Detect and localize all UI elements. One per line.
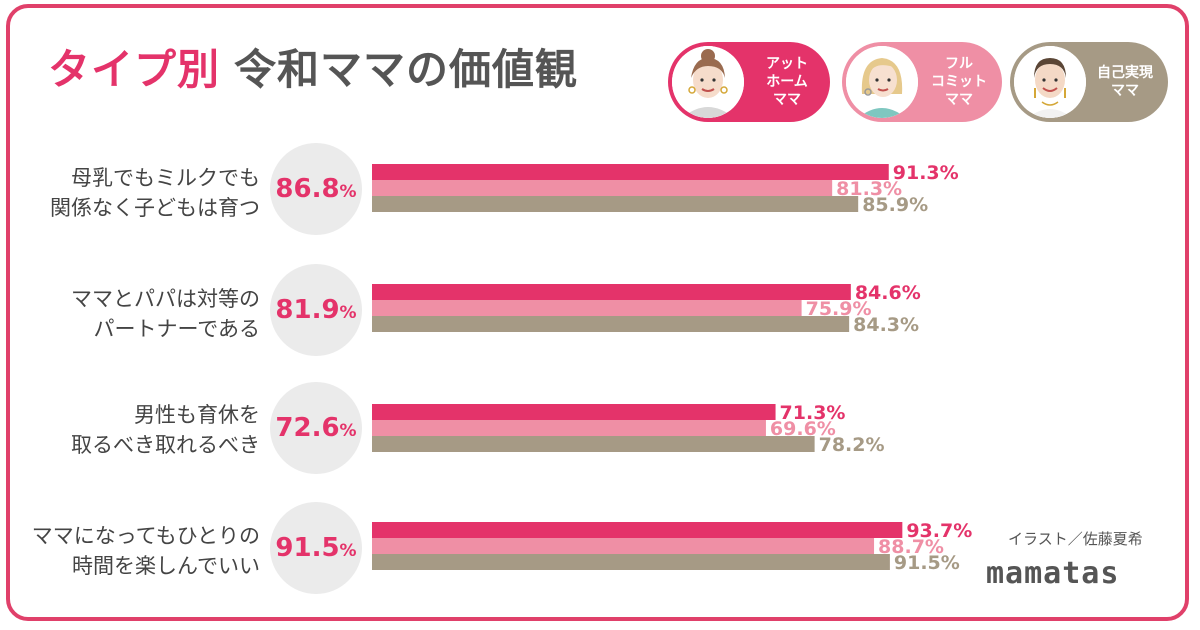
athome-mama-label: アット ホーム ママ (766, 56, 808, 108)
bar-2-1 (372, 180, 833, 196)
average-unit-3: % (339, 421, 357, 441)
mamatas-logo: mamatas (986, 556, 1120, 591)
bar-value-label-2-1: 81.3% (836, 178, 902, 200)
average-value-4: 91.5 (275, 533, 340, 563)
legend-athome-mama: アット ホーム ママ (668, 42, 830, 122)
average-unit-2: % (339, 303, 357, 323)
bar-3-3 (372, 436, 815, 452)
bar-value-label-2-2: 75.9% (806, 298, 872, 320)
fullcommit-mama-label: フル コミット ママ (931, 56, 987, 108)
bar-1-3 (372, 404, 776, 420)
average-badge-2: 81.9% (270, 264, 362, 356)
bar-value-label-3-3: 78.2% (819, 434, 885, 456)
bar-value-label-1-3: 71.3% (780, 402, 846, 424)
bar-value-label-1-4: 93.7% (906, 520, 972, 542)
athome-mama-avatar-icon (672, 46, 744, 118)
question-label-2: ママとパパは対等の パートナーである (71, 287, 260, 341)
selfrealization-mama-label: 自己実現 ママ (1097, 65, 1153, 99)
bar-value-label-1-2: 84.6% (855, 282, 921, 304)
legend-selfrealization-mama: 自己実現 ママ (1010, 42, 1168, 122)
page-title: タイプ別 令和ママの価値観 (48, 36, 578, 97)
question-label-1: 母乳でもミルクでも 関係なく子どもは育つ (50, 166, 260, 220)
average-badge-1: 86.8% (270, 143, 362, 235)
bar-value-label-3-2: 84.3% (853, 314, 919, 336)
bar-1-2 (372, 284, 851, 300)
bar-3-1 (372, 196, 859, 212)
average-unit-1: % (339, 182, 357, 202)
title-main: 令和ママの価値観 (234, 45, 579, 94)
illustration-credit: イラスト／佐藤夏希 (1008, 530, 1143, 548)
fullcommit-mama-avatar-icon (846, 46, 918, 118)
title-accent: タイプ別 (48, 45, 221, 94)
average-badge-3: 72.6% (270, 382, 362, 474)
bar-2-3 (372, 420, 766, 436)
average-badge-4: 91.5% (270, 502, 362, 594)
bar-3-4 (372, 554, 890, 570)
average-value-1: 86.8 (275, 174, 340, 204)
bar-1-1 (372, 164, 889, 180)
bar-2-4 (372, 538, 875, 554)
question-label-4: ママになってもひとりの 時間を楽しんでいい (31, 524, 260, 578)
bar-value-label-2-4: 88.7% (878, 536, 944, 558)
bar-value-label-3-1: 85.9% (862, 194, 928, 216)
bar-2-2 (372, 300, 802, 316)
bar-value-label-3-4: 91.5% (894, 552, 960, 574)
bar-value-label-1-1: 91.3% (893, 162, 959, 184)
average-value-2: 81.9 (275, 295, 340, 325)
question-label-3: 男性も育休を 取るべき取れるべき (71, 403, 260, 457)
average-value-3: 72.6 (275, 413, 340, 443)
average-unit-4: % (339, 541, 357, 561)
legend-fullcommit-mama: フル コミット ママ (842, 42, 1002, 122)
bar-1-4 (372, 522, 903, 538)
selfrealization-mama-avatar-icon (1014, 46, 1086, 118)
bar-3-2 (372, 316, 850, 332)
bar-value-label-2-3: 69.6% (770, 418, 836, 440)
